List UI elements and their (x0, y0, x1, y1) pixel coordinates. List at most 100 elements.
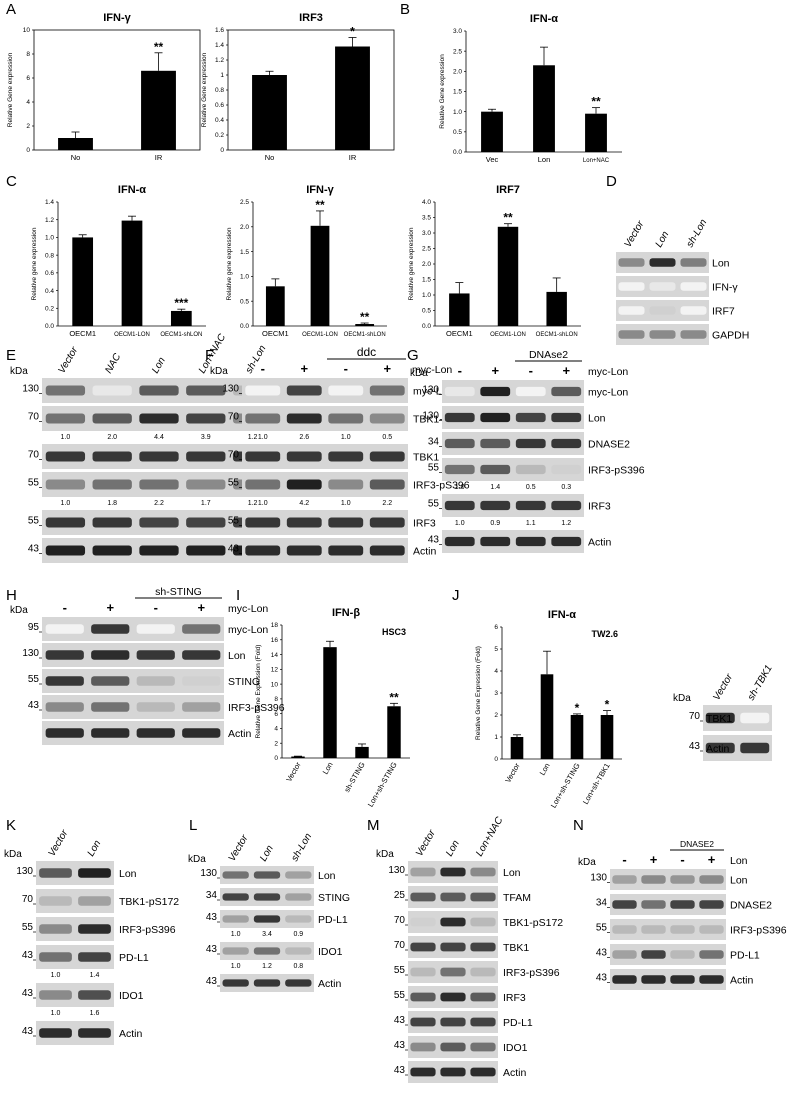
significance-mark: ** (154, 40, 164, 54)
blot-band (680, 306, 707, 315)
blot-band (45, 413, 86, 424)
mw-marker: 43 (428, 535, 440, 546)
blot-row-label: PD-L1 (503, 1017, 533, 1029)
blot-row-label: Lon (119, 868, 137, 880)
significance-mark: ** (315, 198, 325, 212)
y-tick-label: 1.5 (240, 249, 249, 256)
blot-band (612, 975, 637, 984)
bar (323, 647, 337, 758)
sign-label: + (106, 600, 114, 615)
blot-band (480, 536, 511, 547)
band-quantification: 2.2 (382, 500, 392, 507)
lane-label: Lon (150, 355, 168, 375)
kda-label: kDa (210, 366, 228, 377)
blot-row-label: Actin (413, 546, 437, 558)
panel-letter-l: L (189, 817, 197, 834)
y-tick-label: 4 (274, 726, 278, 733)
blot-band (649, 306, 676, 315)
blot-row-label: IRF3 (413, 518, 436, 530)
bar (540, 674, 554, 759)
bar (335, 46, 370, 150)
sign-label: - (261, 361, 265, 376)
blot-band (470, 892, 496, 902)
blot-band (39, 868, 72, 878)
blot-strip (442, 406, 584, 429)
blot-band (551, 412, 582, 423)
y-tick-label: 8 (274, 696, 278, 703)
lane-label: Vector (47, 828, 71, 859)
significance-mark: *** (174, 296, 188, 310)
band-quantification: 1.2 (248, 500, 258, 507)
blot-band (222, 979, 249, 987)
category-label: IR (155, 153, 163, 162)
mw-marker: 55 (28, 674, 40, 685)
y-tick-label: 0.5 (453, 129, 462, 136)
y-tick-label: 3.0 (422, 230, 431, 237)
blot-band (45, 702, 84, 712)
y-tick-label: 3 (494, 690, 498, 697)
mw-marker: 70 (228, 450, 240, 461)
sign-label: - (622, 852, 626, 867)
bar-chart-8: 0 1 2 3 4 5 6 IFN-α TW2.6 Relative Gene Expressio… (475, 609, 622, 810)
bar (58, 138, 93, 150)
blot-band (470, 967, 496, 977)
blot-band (641, 975, 666, 984)
blot-band (515, 412, 546, 423)
blot-band (369, 413, 405, 424)
blot-band (410, 1017, 436, 1027)
blot-row-label: IDO1 (119, 990, 144, 1002)
mw-marker: 43 (206, 944, 218, 955)
y-tick-label: 0.4 (45, 288, 54, 295)
mw-marker: 25 (394, 890, 406, 901)
mw-marker: 70 (394, 915, 406, 926)
blot-band (444, 500, 475, 511)
blot-band (699, 900, 724, 909)
significance-mark: * (350, 25, 355, 39)
y-tick-label: 0.2 (215, 132, 224, 139)
sign-row-label: myc-Lon (412, 364, 452, 376)
bar (481, 111, 503, 152)
blot-band (182, 676, 221, 686)
blot-band (740, 742, 770, 754)
sign-label: + (197, 600, 205, 615)
bar (533, 65, 555, 152)
blot-row-label: Actin (318, 978, 342, 990)
bar-chart-6: 0.0 0.5 1.0 1.5 2.0 2.5 3.0 3.5 4.0 IRF7 Relative … (408, 184, 581, 338)
blot-band (136, 650, 175, 660)
panel-letter-f: F (205, 347, 214, 364)
mw-marker: 130 (16, 866, 33, 877)
band-quantification: 3.4 (262, 931, 272, 938)
y-tick-label: 1.0 (422, 292, 431, 299)
lane-label: Lon (444, 838, 462, 858)
mw-marker: 130 (590, 873, 607, 884)
blot-band (245, 517, 281, 528)
sign-label: + (383, 361, 391, 376)
blot-band (699, 950, 724, 959)
blot-band (253, 893, 281, 901)
mw-marker: 70 (394, 940, 406, 951)
lane-label: Lon+NAC (474, 815, 506, 859)
blot-row-label: TBK1-pS172 (119, 896, 179, 908)
y-tick-label: 0.0 (240, 323, 249, 330)
y-tick-label: 12 (271, 667, 279, 674)
blot-band (440, 917, 466, 927)
western-blot-g: - + - + myc-LonDNAse2kDamyc-Lon130Lon130DNAS… (410, 349, 645, 553)
lane-label: Vector (711, 672, 735, 703)
blot-band (253, 915, 281, 923)
blot-band (136, 624, 175, 634)
blot-band (515, 500, 546, 511)
y-tick-label: 1.5 (453, 89, 462, 96)
y-tick-label: 0 (220, 147, 224, 154)
blot-band (470, 992, 496, 1002)
bar (141, 70, 176, 150)
blot-band (182, 702, 221, 712)
blot-band (705, 742, 735, 754)
band-quantification: 1.0 (231, 963, 241, 970)
mw-marker: 55 (394, 990, 406, 1001)
blot-band (328, 413, 364, 424)
blot-row-label: Actin (503, 1067, 527, 1079)
blot-band (222, 915, 249, 923)
lane-label: Vector (227, 833, 251, 864)
blot-band (222, 947, 249, 955)
y-tick-label: 1.5 (422, 277, 431, 284)
